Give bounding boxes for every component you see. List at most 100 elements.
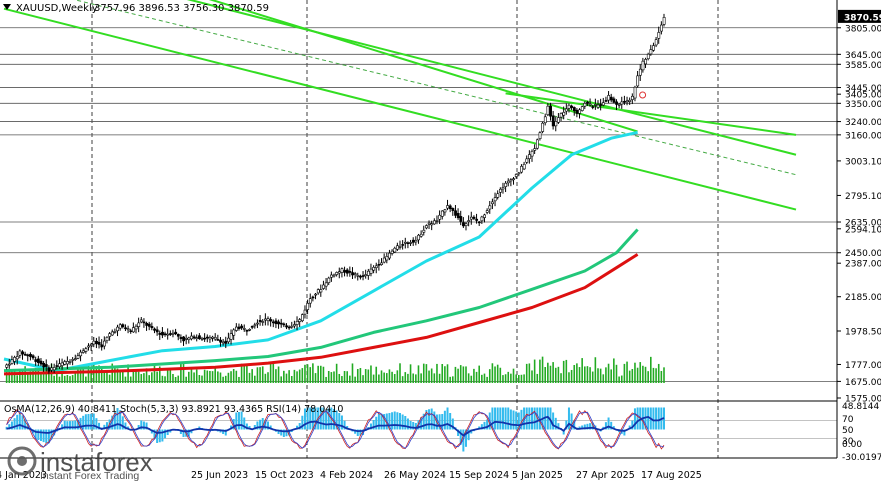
candle-body xyxy=(190,335,193,340)
volume-bar xyxy=(53,375,55,383)
osma-bar xyxy=(303,408,306,430)
osma-bar xyxy=(253,425,256,430)
candle-body xyxy=(469,216,473,220)
candle-body xyxy=(535,139,539,149)
candle-body xyxy=(406,242,410,245)
time-tick-label: 4 Feb 2024 xyxy=(320,470,373,481)
candle-body xyxy=(277,321,281,325)
logo-brand: instaforex xyxy=(40,447,153,477)
candle-body xyxy=(512,178,516,181)
osma-bar xyxy=(37,429,40,440)
osma-bar xyxy=(82,415,85,430)
candle-body xyxy=(633,86,637,99)
volume-bar xyxy=(467,373,470,383)
osma-bar xyxy=(636,407,639,430)
osma-bar xyxy=(647,407,650,430)
osma-bar xyxy=(377,413,380,430)
osma-bar xyxy=(459,429,462,445)
volume-bar xyxy=(164,376,166,383)
volume-bar xyxy=(69,376,71,383)
candle-body xyxy=(134,325,138,330)
candle-body xyxy=(229,333,233,340)
volume-bar xyxy=(539,359,541,383)
candle-body xyxy=(562,112,566,116)
osma-bar xyxy=(652,407,655,430)
osma-bar xyxy=(462,429,465,452)
volume-bar xyxy=(602,374,605,383)
candle-body xyxy=(435,220,439,222)
volume-bar xyxy=(599,368,602,383)
osma-bar xyxy=(494,407,497,430)
candle-body xyxy=(63,361,67,365)
osma-bar xyxy=(142,421,145,430)
candle-body xyxy=(488,205,492,210)
osma-bar xyxy=(338,413,341,430)
candle-body xyxy=(332,274,336,277)
candle-body xyxy=(198,335,201,339)
volume-bar xyxy=(66,374,69,383)
candle-body xyxy=(480,216,484,222)
price-tick-label: 3003.10 xyxy=(845,157,881,167)
candle-body xyxy=(409,242,413,244)
candle-body xyxy=(7,363,11,366)
candle-body xyxy=(501,187,505,190)
moving-average-line xyxy=(3,253,639,376)
candle-body xyxy=(23,353,27,356)
candle-body xyxy=(549,105,552,117)
candle-body xyxy=(609,96,613,101)
candle-body xyxy=(322,284,325,289)
candle-body xyxy=(208,337,212,340)
volume-bar xyxy=(122,370,124,383)
candle-body xyxy=(601,102,605,106)
candle-body xyxy=(279,322,283,325)
price-tick-label: 1675.00 xyxy=(845,378,881,388)
volume-bar xyxy=(296,371,298,383)
volume-bar xyxy=(412,373,414,383)
candle-body xyxy=(646,53,650,60)
candle-body xyxy=(351,272,354,276)
osma-bar xyxy=(69,421,71,430)
candle-body xyxy=(248,329,252,331)
volume-bar xyxy=(644,366,647,383)
rsi-line xyxy=(6,415,665,437)
volume-bar xyxy=(127,364,129,383)
symbol-timeframe: XAUUSD,Weekly xyxy=(16,3,98,14)
candle-body xyxy=(15,356,19,360)
candle-body xyxy=(662,17,666,25)
osma-bar xyxy=(113,411,116,430)
candle-body xyxy=(150,326,154,329)
volume-bar xyxy=(581,358,583,383)
osma-bar xyxy=(306,407,309,430)
symbol-dropdown-icon[interactable] xyxy=(3,4,11,10)
volume-bar xyxy=(488,369,491,383)
volume-bar xyxy=(449,376,451,383)
volume-bar xyxy=(422,363,425,383)
osma-bar xyxy=(34,429,37,439)
candle-body xyxy=(166,333,170,336)
candle-body xyxy=(142,321,146,324)
volume-bar xyxy=(106,370,108,383)
candle-body xyxy=(81,350,85,353)
volume-bar xyxy=(235,370,238,383)
candle-body xyxy=(110,331,114,336)
osma-bar xyxy=(586,423,589,430)
candle-body xyxy=(219,339,222,343)
volume-bar xyxy=(478,365,480,383)
volume-bar xyxy=(306,364,309,383)
candle-body xyxy=(105,336,109,341)
osma-bar xyxy=(644,407,647,430)
candle-body xyxy=(396,245,399,250)
logo-tagline: Instant Forex Trading xyxy=(40,470,139,482)
osma-bar xyxy=(74,420,77,430)
candle-body xyxy=(546,105,550,116)
osma-bar xyxy=(362,429,365,435)
volume-bar xyxy=(356,369,359,383)
osma-bar xyxy=(277,429,280,434)
osma-bar xyxy=(570,413,573,430)
osma-bar xyxy=(95,418,98,430)
volume-bar xyxy=(232,368,235,383)
osma-bar xyxy=(465,429,467,447)
volume-bar xyxy=(240,363,243,383)
